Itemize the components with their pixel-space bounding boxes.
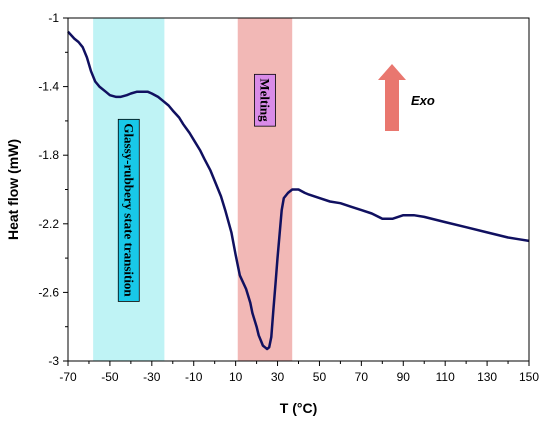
exo-arrow-icon bbox=[378, 64, 406, 131]
y-tick-label: -2.6 bbox=[38, 285, 59, 299]
x-axis-label: T (°C) bbox=[280, 400, 317, 416]
band-label-text-0: Glassy-rubbery state transition bbox=[121, 123, 136, 297]
band-1 bbox=[237, 18, 293, 361]
y-tick-label: -1.8 bbox=[38, 148, 59, 162]
y-axis-ticks: -1 -1.4 -1.8 -2.2 -2.6 -3 bbox=[38, 11, 68, 368]
band-label-text-1: Melting bbox=[257, 78, 272, 122]
x-tick-label: -10 bbox=[185, 370, 203, 384]
y-axis-label: Heat flow (mW) bbox=[5, 139, 21, 240]
x-tick-label: 50 bbox=[313, 370, 327, 384]
y-tick-label: -1 bbox=[48, 11, 59, 25]
x-tick-label: 130 bbox=[477, 370, 497, 384]
exo-arrow: Exo bbox=[378, 64, 435, 131]
y-tick-label: -1.4 bbox=[38, 80, 59, 94]
band-label-box-0 bbox=[117, 118, 140, 302]
x-tick-label: 10 bbox=[229, 370, 243, 384]
x-tick-label: -70 bbox=[59, 370, 77, 384]
heat-flow-curve bbox=[67, 30, 530, 351]
band-label-1: Melting bbox=[254, 73, 276, 127]
band-labels: Glassy-rubbery state transition Melting bbox=[117, 73, 276, 302]
x-tick-label: 30 bbox=[271, 370, 285, 384]
y-tick-label: -3 bbox=[48, 354, 59, 368]
x-axis-ticks: -70 -50 -30 -10 10 30 50 70 90 110 130 150 bbox=[59, 361, 539, 384]
band-label-box-1 bbox=[254, 73, 276, 127]
x-tick-label: 150 bbox=[519, 370, 539, 384]
x-tick-label: 70 bbox=[355, 370, 369, 384]
x-tick-label: 110 bbox=[436, 370, 455, 384]
band-label-0: Glassy-rubbery state transition bbox=[117, 118, 140, 302]
exo-label: Exo bbox=[411, 93, 435, 108]
y-tick-label: -2.2 bbox=[38, 217, 59, 231]
x-tick-label: 90 bbox=[397, 370, 411, 384]
x-tick-label: -30 bbox=[143, 370, 161, 384]
x-tick-label: -50 bbox=[101, 370, 119, 384]
